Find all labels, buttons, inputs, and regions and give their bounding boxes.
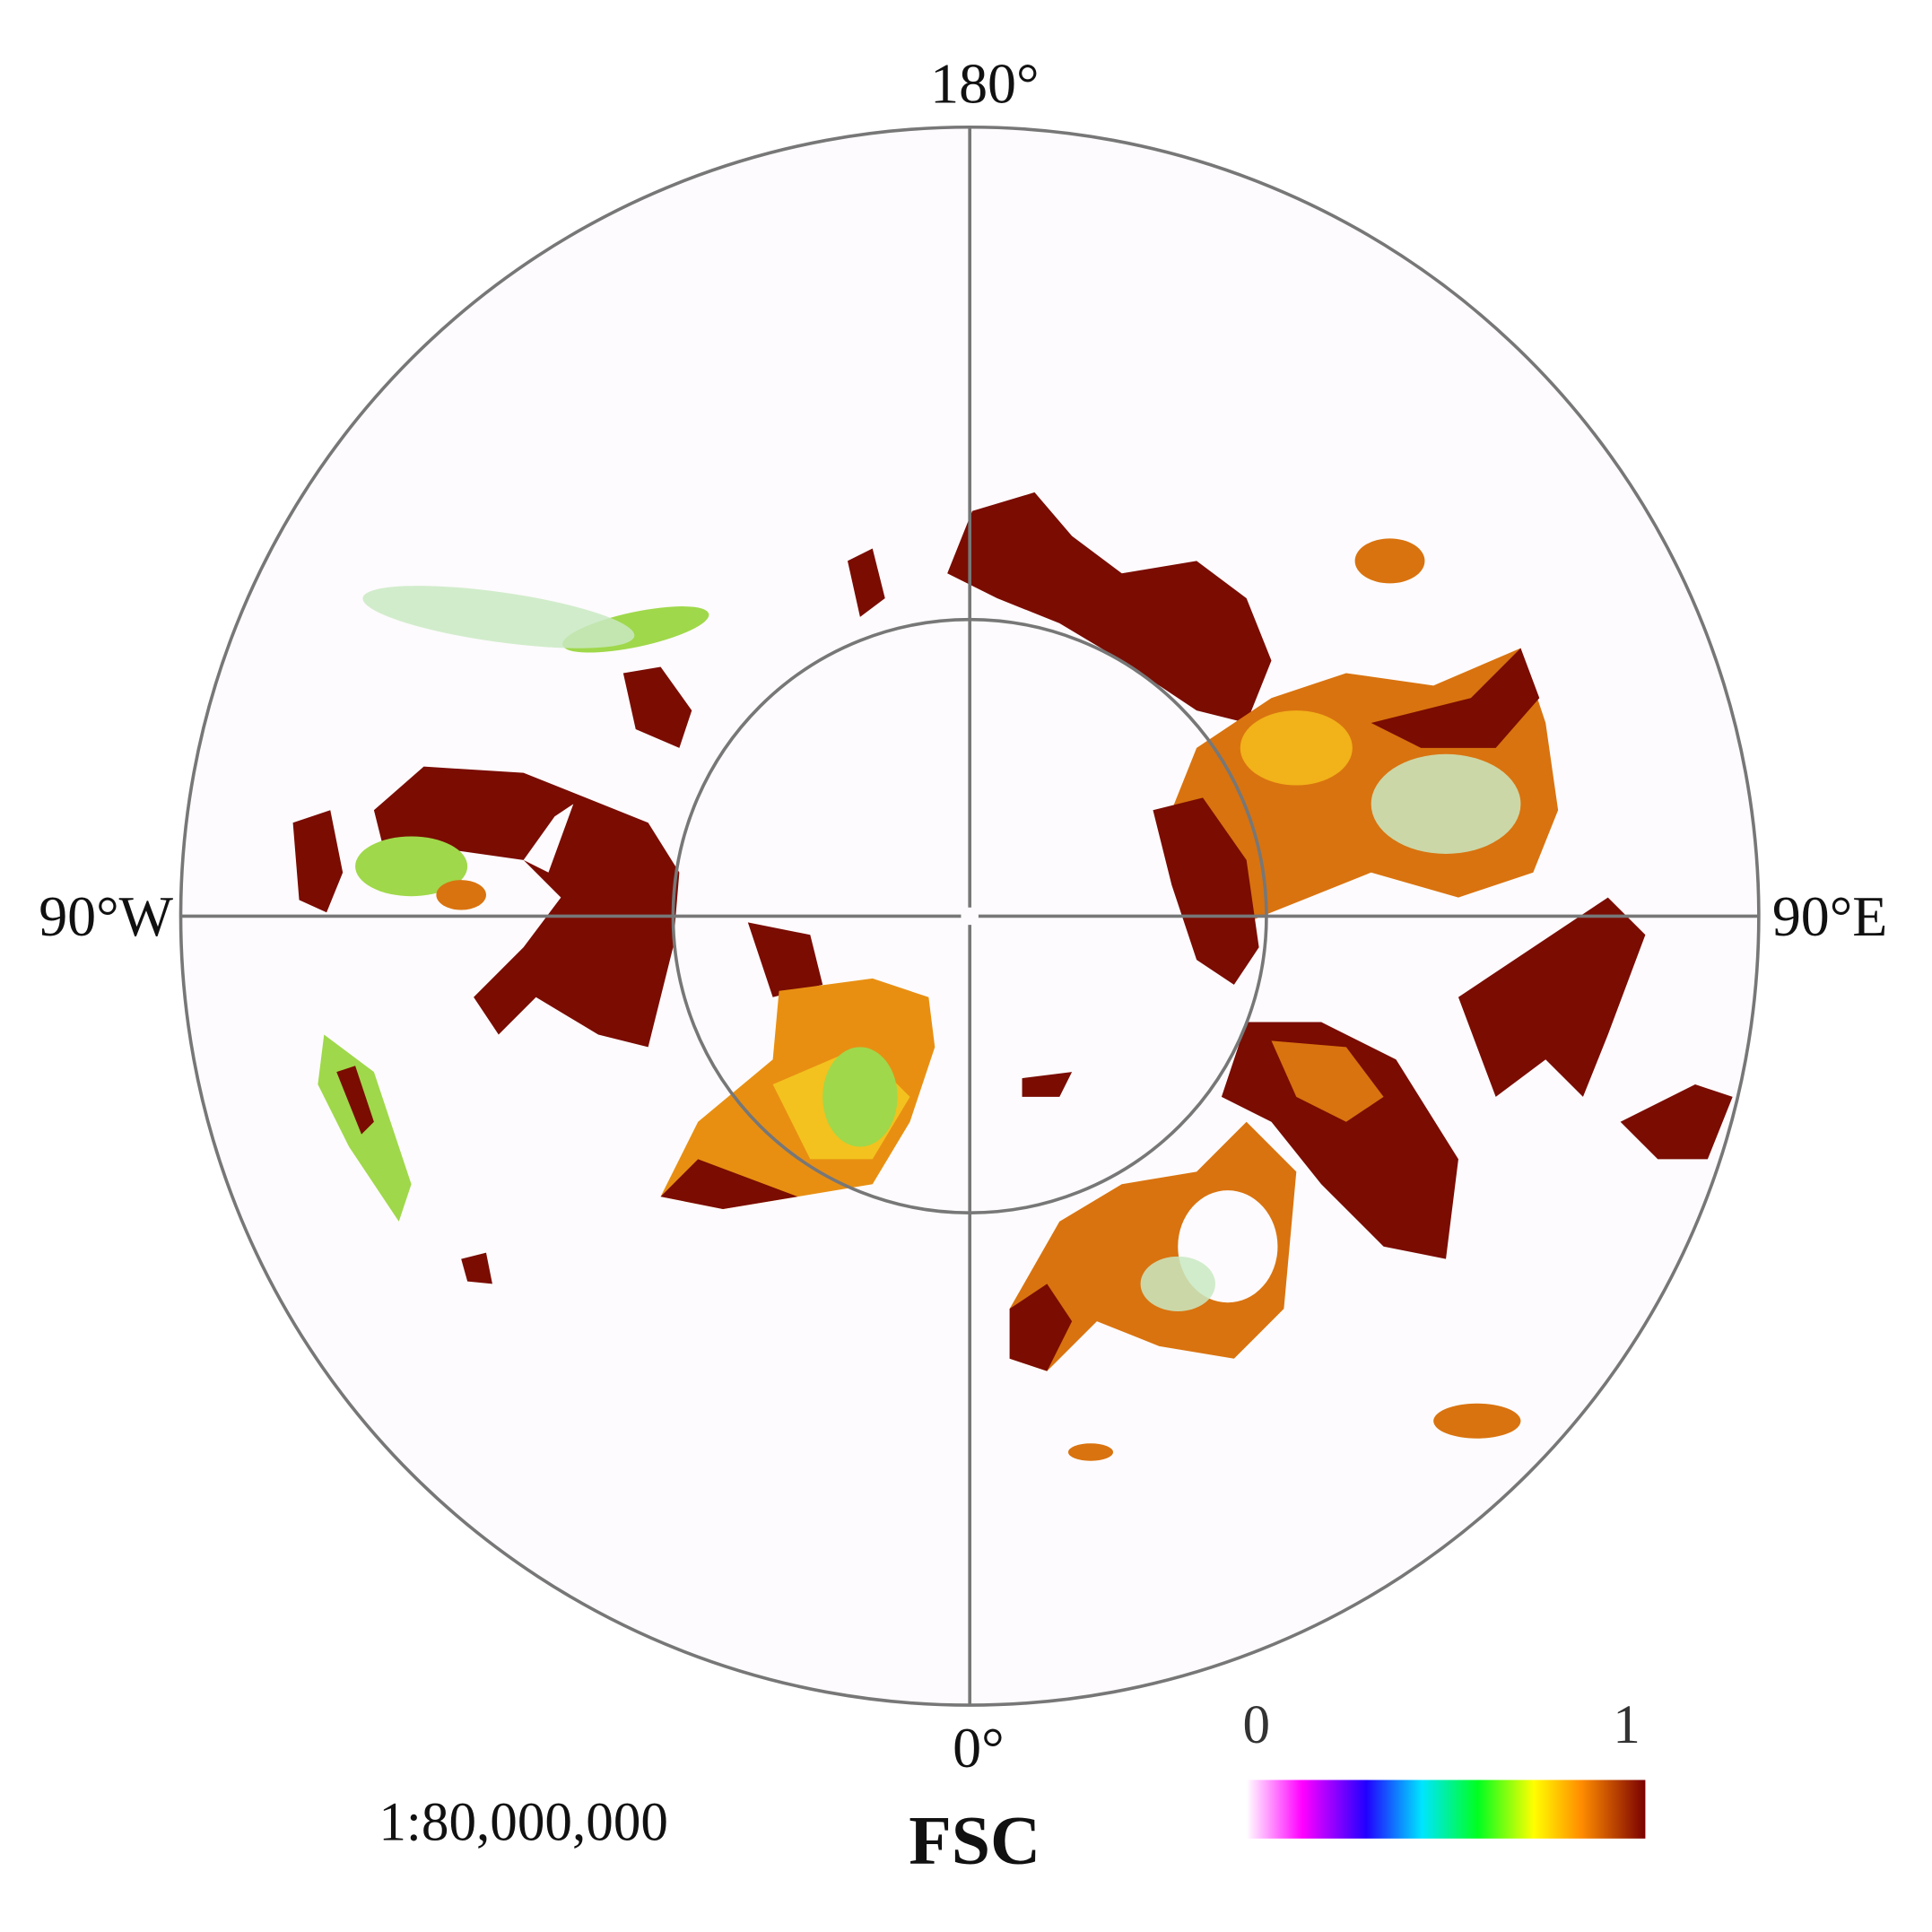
colorbar	[1246, 1780, 1646, 1839]
map-layer: 180° 90°W 90°E 0° 1:80,000,000 FSC 0 1	[39, 52, 1887, 1879]
label-0: 0°	[953, 1716, 1005, 1780]
label-180: 180°	[930, 52, 1039, 116]
greenland-green	[822, 1047, 898, 1147]
colorbar-tick-label: 1	[1613, 1695, 1640, 1755]
legend-title: FSC	[909, 1801, 1040, 1878]
colorbar-tick-label: 0	[1243, 1695, 1271, 1755]
map-disk	[180, 126, 1759, 1706]
label-90e: 90°E	[1772, 884, 1888, 948]
snow-cover	[292, 492, 1733, 1461]
map-scale: 1:80,000,000	[379, 1792, 668, 1852]
label-90w: 90°W	[39, 884, 173, 948]
greenland-edge	[660, 1159, 798, 1210]
